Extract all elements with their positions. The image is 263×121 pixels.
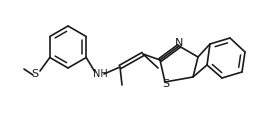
Text: S: S xyxy=(163,79,170,89)
Text: NH: NH xyxy=(93,69,107,79)
Text: N: N xyxy=(175,38,183,48)
Text: S: S xyxy=(32,69,39,79)
